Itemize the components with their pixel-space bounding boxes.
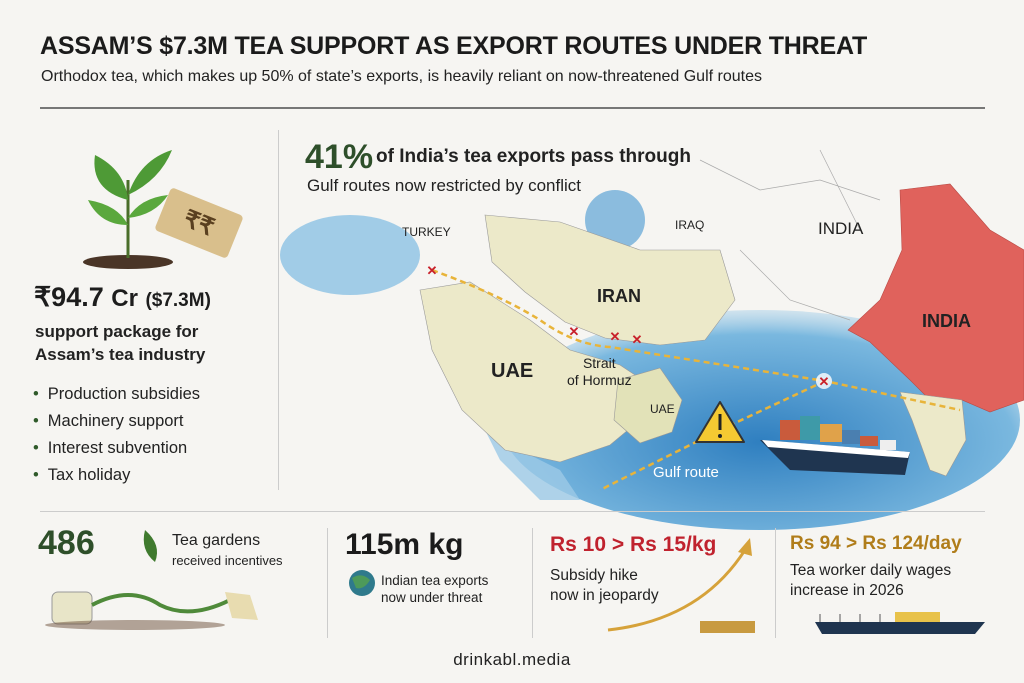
tea-plant-icon — [83, 150, 173, 269]
stat-divider — [532, 528, 533, 638]
stat-gardens-value: 486 — [38, 524, 95, 562]
cargo-ship-icon — [760, 416, 910, 475]
label-strait-of-hormuz: Strait of Hormuz — [567, 355, 632, 388]
south-india — [899, 391, 967, 477]
label-uae-small: UAE — [650, 402, 675, 416]
page-title: ASSAM’S $7.3M TEA SUPPORT AS EXPORT ROUT… — [40, 32, 868, 60]
source-credit: drinkabl.media — [453, 650, 571, 669]
ship-icon — [815, 612, 985, 634]
label-india: INDIA — [922, 311, 971, 331]
warning-icon — [695, 401, 745, 443]
uae-land — [613, 367, 683, 444]
stat-divider — [775, 528, 776, 638]
stat-wages-text: Tea worker daily wages increase in 2026 — [790, 562, 952, 599]
label-iran: IRAN — [597, 286, 641, 306]
iran-land — [484, 214, 736, 346]
header-divider — [40, 107, 985, 109]
blocked-x-icon: ✕ — [819, 374, 830, 389]
map-headline: of India’s tea exports pass through — [376, 146, 691, 167]
globe-icon — [349, 570, 375, 596]
blocked-x-icon: ✕ — [632, 332, 643, 347]
price-tag-symbol: ₹₹ — [179, 204, 219, 242]
label-turkey: TURKEY — [402, 225, 451, 239]
stat-subsidy-text: Subsidy hike now in jeopardy — [550, 567, 659, 604]
bullet-item: • Tax holiday — [33, 466, 131, 484]
stat-exports-value: 115m kg — [345, 528, 464, 561]
stat-exports-text: Indian tea exports now under threat — [381, 573, 489, 605]
map-subheadline: Gulf routes now restricted by conflict — [307, 176, 582, 195]
support-amount: ₹94.7 Cr ($7.3M) — [34, 282, 211, 313]
bullet-item: • Interest subvention — [33, 439, 188, 457]
blocked-x-icon: ✕ — [427, 263, 438, 278]
bullet-item: • Production subsidies — [33, 385, 201, 403]
export-percentage: 41% — [305, 138, 374, 176]
amount-main: ₹94.7 — [34, 282, 104, 312]
blocked-route-line — [431, 268, 961, 412]
blocked-x-icon: ✕ — [569, 324, 580, 339]
mediterranean-sea — [280, 215, 420, 295]
stat-subsidy-value: Rs 10 > Rs 15/kg — [550, 533, 717, 556]
arabian-sea — [500, 310, 1020, 530]
bullet-item: • Machinery support — [33, 412, 184, 430]
label-iraq: IRAQ — [675, 218, 705, 232]
stat-gardens-line1: Tea gardens — [172, 532, 261, 549]
stats-divider — [40, 511, 985, 512]
blocked-x-icon: ✕ — [610, 329, 621, 344]
support-line: support package for — [35, 322, 199, 341]
stat-gardens-line2: received incentives — [172, 553, 283, 568]
tea-leaf-icon — [143, 530, 158, 562]
rising-arrow-icon — [607, 538, 755, 633]
amount-unit: Cr — [111, 285, 138, 312]
support-line: Assam’s tea industry — [35, 345, 206, 364]
tea-garden-illustration — [45, 591, 258, 630]
caspian-sea — [585, 190, 645, 250]
stat-divider — [327, 528, 328, 638]
stat-wages-value: Rs 94 > Rs 124/day — [790, 533, 962, 554]
page-subtitle: Orthodox tea, which makes up 50% of stat… — [41, 68, 762, 85]
label-gulf-route: Gulf route — [653, 464, 719, 481]
label-uae: UAE — [491, 360, 534, 382]
amount-usd: ($7.3M) — [145, 290, 211, 311]
label-india-north: INDIA — [818, 219, 864, 238]
panel-divider — [278, 130, 279, 490]
